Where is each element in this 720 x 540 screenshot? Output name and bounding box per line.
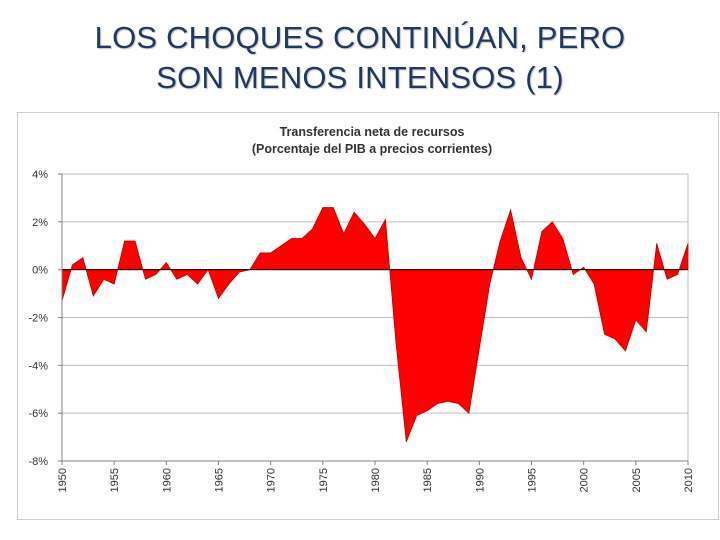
data-point-1998 (562, 238, 563, 239)
data-point-1997 (552, 221, 553, 222)
data-point-1956 (124, 240, 125, 241)
data-point-1995 (531, 279, 532, 280)
y-tick-label: 4% (32, 169, 48, 181)
data-point-1970 (270, 252, 271, 253)
data-point-1990 (479, 348, 480, 349)
x-tick-label: 1975 (318, 468, 330, 492)
data-point-1961 (176, 279, 177, 280)
data-point-1966 (228, 283, 229, 284)
data-point-2004 (625, 350, 626, 351)
data-point-1988 (458, 403, 459, 404)
data-point-2009 (677, 274, 678, 275)
data-point-1967 (239, 271, 240, 272)
data-point-1962 (187, 274, 188, 275)
y-tick-label: -4% (28, 360, 48, 372)
chart-subtitle: (Porcentaje del PIB a precios corrientes… (252, 142, 492, 156)
data-point-1963 (197, 283, 198, 284)
data-point-1975 (322, 207, 323, 208)
y-tick-label: -8% (28, 456, 48, 468)
x-tick-label: 1980 (370, 468, 382, 492)
data-point-1987 (447, 401, 448, 402)
x-tick-label: 1955 (109, 468, 121, 492)
x-tick-label: 1990 (474, 468, 486, 492)
slide-title: LOS CHOQUES CONTINÚAN, PERO SON MENOS IN… (0, 18, 720, 98)
data-point-2010 (687, 243, 688, 244)
data-point-1980 (374, 238, 375, 239)
chart-title: Transferencia neta de recursos (280, 125, 465, 139)
data-point-2001 (594, 283, 595, 284)
x-tick-label: 1970 (266, 468, 278, 492)
data-point-1985 (427, 410, 428, 411)
data-point-1958 (145, 279, 146, 280)
data-point-1976 (333, 207, 334, 208)
data-point-1986 (437, 403, 438, 404)
x-tick-label: 1995 (527, 468, 539, 492)
chart-frame: Transferencia neta de recursos (Porcenta… (17, 112, 719, 520)
y-tick-label: -6% (28, 408, 48, 420)
data-point-1955 (114, 283, 115, 284)
data-point-1953 (93, 295, 94, 296)
y-tick-label: 0% (32, 265, 48, 277)
data-point-1952 (82, 257, 83, 258)
data-point-1959 (155, 274, 156, 275)
x-tick-label: 2010 (683, 468, 695, 492)
x-tick-label: 1950 (57, 468, 69, 492)
data-point-1973 (301, 238, 302, 239)
data-point-1981 (385, 219, 386, 220)
data-point-1974 (312, 228, 313, 229)
x-tick-label: 1985 (422, 468, 434, 492)
y-tick-label: 2% (32, 217, 48, 229)
data-point-2005 (635, 319, 636, 320)
data-point-1965 (218, 298, 219, 299)
slide-title-line-1: LOS CHOQUES CONTINÚAN, PERO (94, 20, 626, 55)
data-point-1957 (134, 240, 135, 241)
data-point-1983 (406, 441, 407, 442)
area-series-net-transfer (61, 207, 689, 443)
data-point-1972 (291, 238, 292, 239)
data-point-1992 (500, 240, 501, 241)
data-point-2007 (656, 243, 657, 244)
data-point-1979 (364, 224, 365, 225)
data-point-1984 (416, 415, 417, 416)
data-point-1989 (468, 413, 469, 414)
net-transfer-chart: Transferencia neta de recursos (Porcenta… (28, 125, 695, 492)
data-point-1982 (395, 341, 396, 342)
data-point-1951 (72, 264, 73, 265)
data-point-2006 (646, 331, 647, 332)
x-tick-label: 2000 (579, 468, 591, 492)
data-point-1993 (510, 209, 511, 210)
data-point-1994 (520, 257, 521, 258)
data-point-2000 (583, 267, 584, 268)
data-point-1991 (489, 283, 490, 284)
data-point-2003 (614, 338, 615, 339)
data-point-1978 (354, 212, 355, 213)
data-point-1969 (260, 252, 261, 253)
data-point-2008 (667, 279, 668, 280)
data-point-2002 (604, 334, 605, 335)
data-point-1996 (541, 231, 542, 232)
data-point-1971 (281, 245, 282, 246)
y-tick-label: -2% (28, 313, 48, 325)
x-tick-label: 1965 (214, 468, 226, 492)
data-point-1960 (166, 262, 167, 263)
slide-title-line-2: SON MENOS INTENSOS (1) (156, 60, 564, 95)
x-tick-label: 1960 (161, 468, 173, 492)
data-point-1999 (573, 274, 574, 275)
data-point-1977 (343, 233, 344, 234)
x-tick-label: 2005 (631, 468, 643, 492)
data-point-1954 (103, 279, 104, 280)
